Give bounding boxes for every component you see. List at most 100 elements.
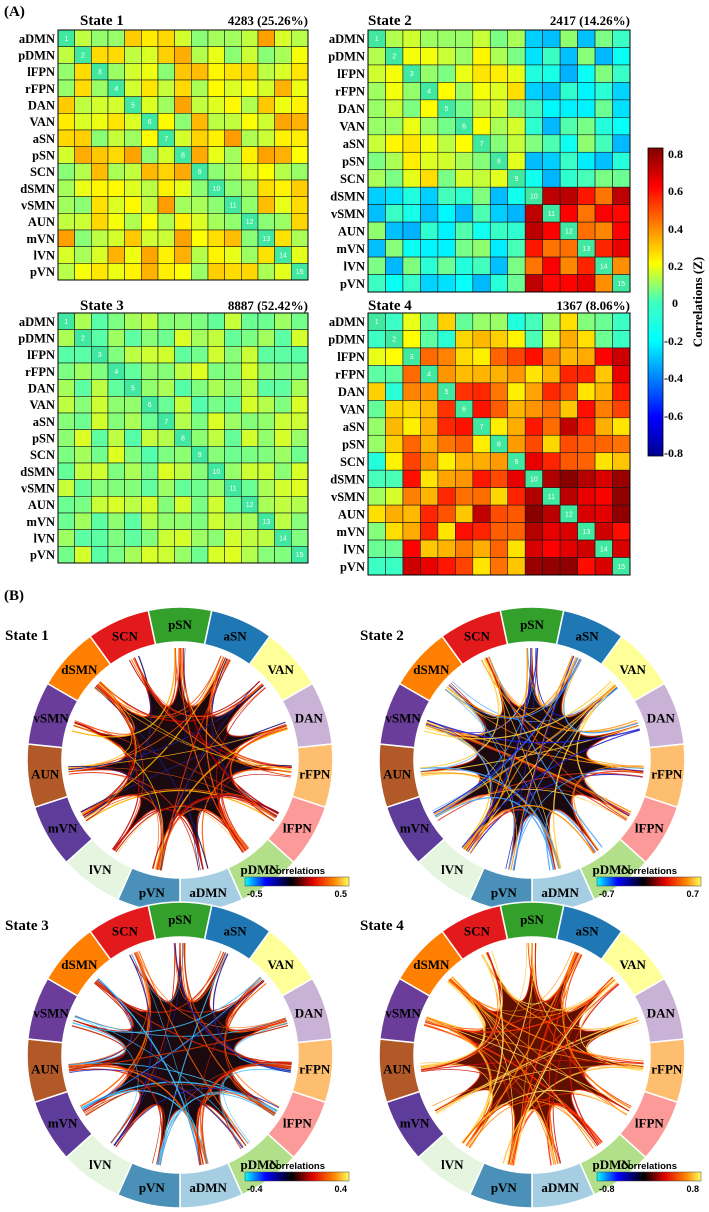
heatmap-cell	[57, 163, 75, 181]
chord	[132, 658, 264, 718]
heatmap-cell	[402, 151, 421, 171]
diagonal-index: 9	[515, 459, 519, 466]
heatmap-cell	[402, 274, 421, 293]
heatmap-cell	[157, 146, 175, 164]
heatmap-cell	[542, 221, 561, 240]
heatmap-cell	[524, 151, 543, 171]
heatmap-cell	[124, 412, 142, 430]
heatmap-cell	[507, 256, 526, 275]
heatmap-cell	[174, 346, 192, 364]
heatmap-cell	[577, 400, 596, 419]
heatmap-cell	[207, 496, 225, 514]
heatmap-cell	[507, 347, 526, 366]
heatmap-cell	[420, 256, 439, 275]
heatmap-cell	[437, 487, 456, 506]
heatmap-cell	[455, 204, 474, 223]
heatmap-cell	[207, 213, 225, 231]
heatmap-cell	[559, 117, 578, 136]
heatmap-cell	[420, 47, 439, 66]
ring-segment-label: aSN	[576, 629, 600, 644]
mini-colorbar-gradient	[596, 876, 702, 887]
heatmap-cell	[367, 82, 386, 101]
heatmap-cell	[191, 79, 209, 97]
heatmap-cell	[507, 134, 526, 153]
heatmap-cell	[124, 429, 142, 447]
heatmap-cell	[74, 146, 92, 164]
heatmap-cell	[367, 469, 386, 488]
mini-colorbar-gradient	[596, 1171, 702, 1182]
chord	[94, 981, 292, 1065]
chord	[427, 719, 493, 852]
heatmap-cell	[257, 113, 275, 131]
chord	[84, 682, 137, 820]
heatmap-cell	[489, 134, 509, 153]
heatmap-cell	[241, 412, 259, 430]
heatmap-cell	[577, 151, 596, 171]
heatmap-cell	[91, 79, 109, 97]
heatmap-cell	[174, 96, 192, 114]
heatmap-cell	[157, 46, 175, 64]
heatmap-cell	[57, 196, 75, 214]
heatmap-cell	[524, 239, 543, 258]
heatmap-cell	[91, 29, 109, 47]
diagonal-index: 4	[114, 86, 118, 93]
chord	[74, 1016, 139, 1144]
ring-segment-label: lFPN	[283, 820, 312, 835]
heatmap-cell	[437, 117, 456, 136]
heatmap-cell	[257, 263, 275, 281]
heatmap-cell	[385, 434, 404, 454]
heatmap-row-label: SCN	[340, 455, 365, 469]
heatmap-cell	[91, 196, 109, 214]
diagonal-index: 12	[565, 511, 573, 518]
heatmap-cell	[241, 329, 259, 347]
heatmap-cell	[367, 274, 386, 293]
ring-segment-label: pSN	[168, 617, 192, 632]
heatmap-cell	[612, 29, 631, 48]
ring-segment-label: SCN	[112, 924, 139, 939]
heatmap-cell	[124, 462, 142, 480]
ring-segment-label: lVN	[441, 862, 464, 877]
heatmap-cell	[402, 504, 421, 523]
chord	[510, 1109, 556, 1166]
heatmap-cell	[524, 256, 543, 275]
heatmap-cell	[489, 417, 509, 436]
heatmap-cell	[542, 452, 561, 471]
heatmap-row-label: dSMN	[330, 472, 365, 486]
heatmap-cell	[489, 29, 509, 48]
heatmap-cell	[157, 429, 175, 447]
heatmap-cell	[191, 129, 209, 147]
chord	[513, 979, 616, 1166]
heatmap-cell	[402, 522, 421, 541]
ring-segment-label: pDMN	[592, 862, 631, 877]
heatmap-cell	[74, 429, 92, 447]
heatmap-cell	[577, 312, 596, 331]
circular-plot-state-4: State 4 pSN aSN VAN DAN rFPN lFPN pDMN aDMN pVN l…	[360, 901, 702, 1209]
heatmap-cell	[257, 213, 275, 231]
heatmap-cell	[402, 469, 421, 488]
heatmap-cell	[57, 229, 75, 247]
heatmap-cell	[107, 396, 125, 414]
heatmap-cell	[594, 274, 613, 293]
heatmap-cell	[507, 469, 526, 488]
heatmap-cell	[594, 134, 613, 153]
heatmap-cell	[507, 539, 526, 558]
chord	[179, 647, 245, 853]
heatmap-cell	[559, 204, 578, 223]
mini-colorbar-gradient	[244, 876, 350, 887]
circular-plot-state-1: State 1 pSN aSN VAN DAN rFPN lFPN pDMN aDMN pVN l…	[5, 606, 350, 914]
chord	[211, 656, 292, 773]
chord	[82, 980, 265, 1111]
heatmap-cell	[437, 522, 456, 541]
heatmap-cell	[257, 312, 275, 330]
heatmap-cell	[524, 487, 543, 506]
heatmap-cell	[57, 412, 75, 430]
heatmap-cell	[489, 64, 509, 83]
heatmap-cell	[74, 496, 92, 514]
heatmap-cell	[559, 256, 578, 275]
heatmap-cell	[57, 529, 75, 547]
heatmap-cell	[57, 479, 75, 497]
heatmap-cell	[191, 412, 209, 430]
heatmap-cell	[559, 312, 578, 331]
heatmap-cell	[207, 396, 225, 414]
